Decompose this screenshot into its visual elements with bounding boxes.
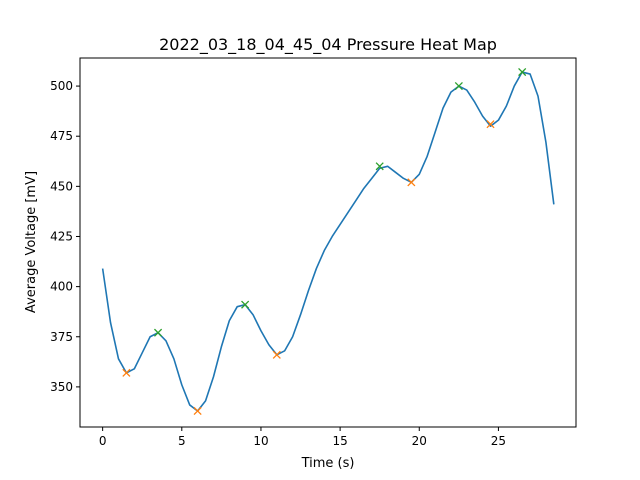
- y-tick-label: 500: [50, 79, 73, 93]
- y-tick-label: 375: [50, 330, 73, 344]
- maximum-marker: [153, 328, 163, 337]
- minimum-marker: [272, 350, 281, 359]
- y-axis-label: Average Voltage [mV]: [24, 171, 39, 313]
- minimum-marker: [193, 406, 202, 416]
- y-tick-label: 400: [50, 280, 73, 294]
- x-axis-label: Time (s): [301, 456, 355, 471]
- plot-area: [101, 67, 555, 416]
- x-tick-label: 10: [253, 434, 268, 448]
- x-tick-label: 15: [332, 434, 347, 448]
- x-tick-label: 25: [491, 434, 506, 448]
- maximum-marker: [375, 162, 384, 171]
- y-tick-label: 350: [50, 380, 73, 394]
- minimum-marker: [407, 178, 416, 187]
- x-axis: 0 5 10 15 20 25: [99, 427, 506, 448]
- chart-title: 2022_03_18_04_45_04 Pressure Heat Map: [159, 35, 497, 55]
- y-tick-label: 425: [50, 229, 73, 243]
- y-tick-label: 475: [50, 129, 73, 143]
- maximum-marker: [454, 82, 463, 91]
- maximum-marker: [518, 67, 527, 77]
- x-tick-label: 20: [412, 434, 427, 448]
- series-line-0: [101, 71, 555, 412]
- x-tick-label: 5: [178, 434, 186, 448]
- minimum-marker: [122, 368, 131, 377]
- maximum-marker: [241, 300, 250, 309]
- x-tick-label: 0: [99, 434, 107, 448]
- minimum-marker: [486, 120, 495, 129]
- y-axis: 350 375 400 425 450 475 500: [50, 79, 80, 394]
- y-tick-label: 450: [50, 179, 73, 193]
- axes-frame: [79, 57, 577, 428]
